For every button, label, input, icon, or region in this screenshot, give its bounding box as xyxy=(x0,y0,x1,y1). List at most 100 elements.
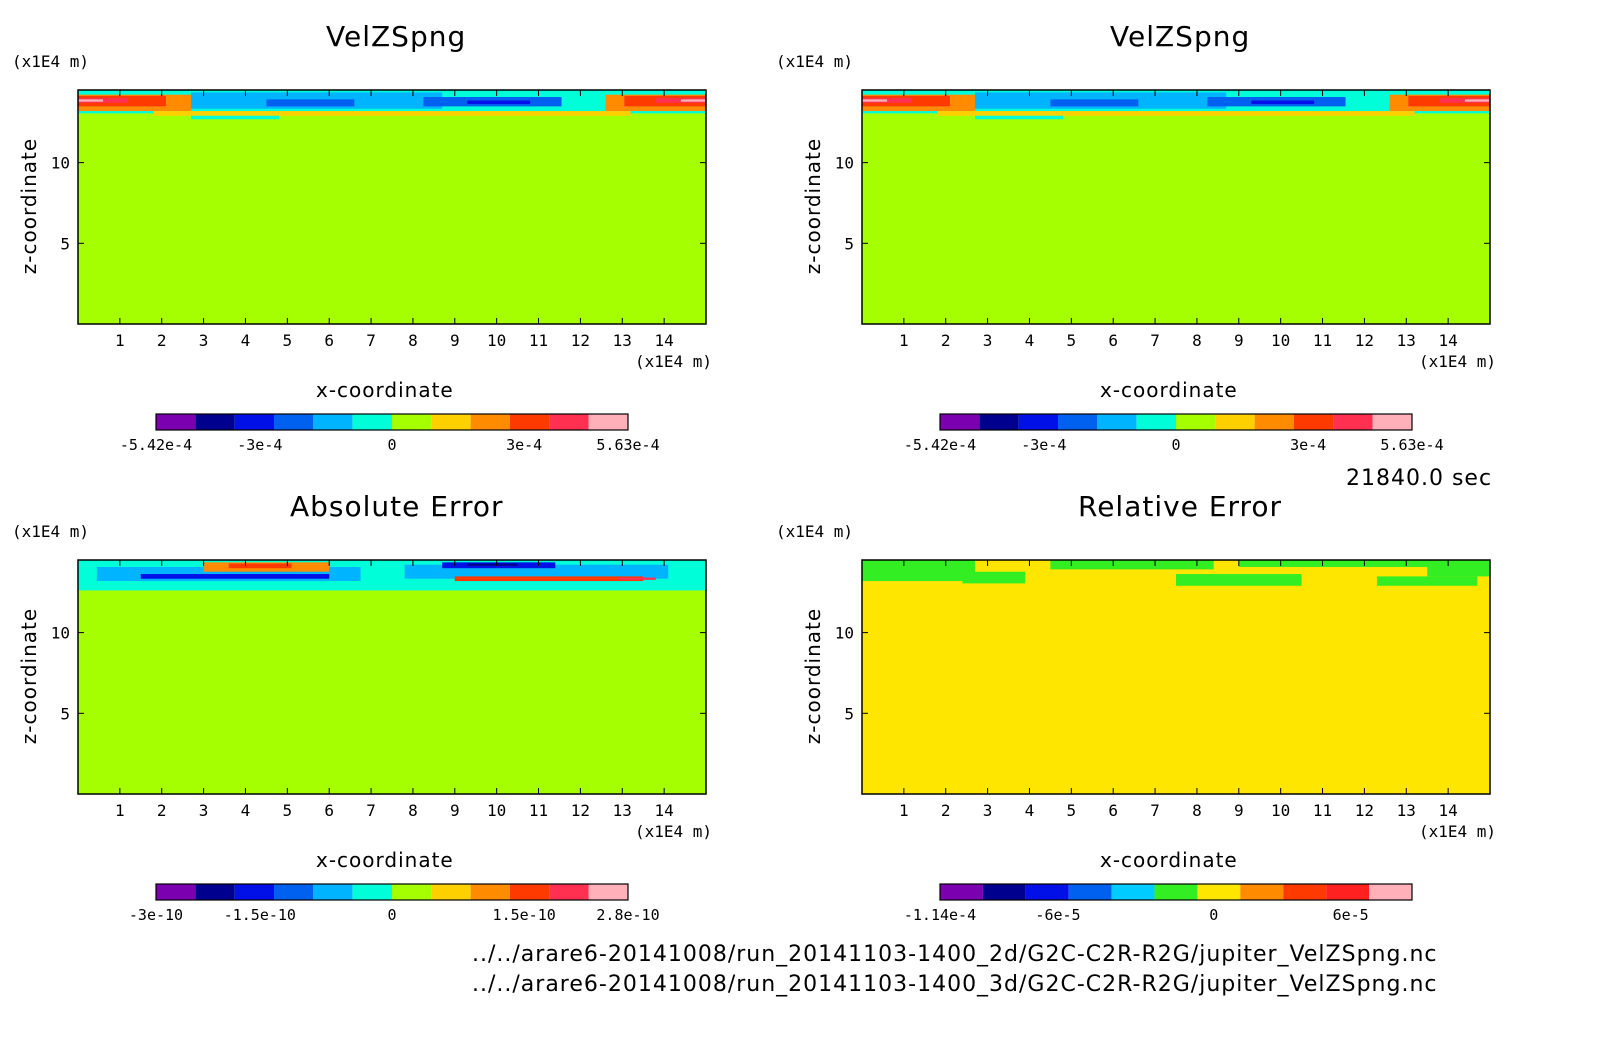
colorbar-swatch xyxy=(940,414,980,430)
x-tick-label: 1 xyxy=(899,801,909,820)
x-tick-label: 4 xyxy=(1025,801,1035,820)
y-tick-label: 10 xyxy=(835,154,854,173)
heatmap-cell xyxy=(78,94,192,112)
x-tick-label: 2 xyxy=(941,801,951,820)
heatmap-cell xyxy=(975,92,1227,109)
colorbar-swatch xyxy=(1154,884,1198,900)
x-tick-label: 2 xyxy=(941,331,951,350)
heatmap-cell xyxy=(140,574,330,579)
x-tick-label: 11 xyxy=(529,801,548,820)
x-tick-label: 5 xyxy=(1067,331,1077,350)
heatmap-cell xyxy=(1464,99,1490,102)
colorbar-swatch xyxy=(549,884,589,900)
colorbar-swatch xyxy=(1254,414,1294,430)
colorbar-swatch xyxy=(1283,884,1327,900)
y-axis-label: z-coordinate xyxy=(17,137,41,275)
colorbar-swatch xyxy=(156,884,196,900)
x-tick-label: 10 xyxy=(487,801,506,820)
x-tick-label: 11 xyxy=(529,331,548,350)
heatmap-cell xyxy=(1439,98,1490,103)
x-tick-label: 12 xyxy=(1355,801,1374,820)
colorbar-swatch xyxy=(352,884,392,900)
x-tick-label: 10 xyxy=(1271,331,1290,350)
colorbar-swatch xyxy=(1369,884,1412,900)
colorbar-swatch xyxy=(510,414,550,430)
colorbar-swatch xyxy=(470,884,510,900)
colorbar-tick-label: -6e-5 xyxy=(1035,906,1080,924)
x-tick-label: 1 xyxy=(115,801,125,820)
x-tick-label: 10 xyxy=(1271,801,1290,820)
y-tick-label: 10 xyxy=(51,624,70,643)
heatmap-cell xyxy=(78,95,166,107)
colorbar-swatch xyxy=(274,884,314,900)
colorbar-tick-label: 0 xyxy=(387,436,396,454)
colorbar-tick-label: 0 xyxy=(387,906,396,924)
heatmap-cell xyxy=(78,90,706,114)
x-tick-label: 12 xyxy=(1355,331,1374,350)
colorbar-tick-label: 3e-4 xyxy=(1290,436,1326,454)
heatmap-cell xyxy=(655,98,706,103)
x-tick-label: 3 xyxy=(199,331,209,350)
colorbar-swatch xyxy=(1111,884,1155,900)
heatmap-cell xyxy=(228,563,292,569)
colorbar-frame xyxy=(939,413,1413,431)
chart-title: VelZSpng xyxy=(326,20,467,53)
x-unit-label: (x1E4 m) xyxy=(635,822,713,841)
y-tick-label: 10 xyxy=(51,154,70,173)
x-tick-label: 6 xyxy=(1108,331,1118,350)
colorbar-frame xyxy=(155,413,629,431)
x-tick-label: 4 xyxy=(241,801,251,820)
colorbar-tick-label: 0 xyxy=(1209,906,1218,924)
heatmap-field xyxy=(78,90,706,324)
heatmap-cell xyxy=(1207,97,1346,107)
plot-frame xyxy=(861,559,1491,795)
x-unit-label: (x1E4 m) xyxy=(1419,352,1497,371)
colorbar-swatch xyxy=(1058,414,1098,430)
colorbar-swatch xyxy=(274,414,314,430)
heatmap-cell xyxy=(467,563,518,566)
x-tick-label: 7 xyxy=(1150,331,1160,350)
x-tick-label: 8 xyxy=(408,331,418,350)
colorbar-swatch xyxy=(1197,884,1241,900)
x-tick-label: 1 xyxy=(899,331,909,350)
colorbar-swatch xyxy=(431,884,471,900)
colorbar-tick-label: -3e-4 xyxy=(1021,436,1066,454)
x-tick-label: 7 xyxy=(366,331,376,350)
x-tick-label: 5 xyxy=(283,331,293,350)
y-unit-label: (x1E4 m) xyxy=(776,522,854,541)
file-path-2d: ../../arare6-20141008/run_20141103-1400_… xyxy=(472,942,1438,967)
x-tick-label: 13 xyxy=(1397,331,1416,350)
x-tick-label: 6 xyxy=(324,801,334,820)
x-tick-label: 9 xyxy=(450,801,460,820)
colorbar-swatch xyxy=(352,414,392,430)
x-tick-label: 13 xyxy=(1397,801,1416,820)
heatmap-cell xyxy=(96,567,361,582)
y-tick-label: 5 xyxy=(60,704,70,723)
colorbar-tick-label: -5.42e-4 xyxy=(120,436,192,454)
colorbar-tick-label: -3e-4 xyxy=(237,436,282,454)
heatmap-cell xyxy=(862,90,1490,114)
x-tick-label: 5 xyxy=(283,801,293,820)
x-tick-label: 5 xyxy=(1067,801,1077,820)
x-tick-label: 3 xyxy=(983,801,993,820)
x-tick-label: 4 xyxy=(241,331,251,350)
colorbar-swatch xyxy=(510,884,550,900)
colorbar-swatch xyxy=(1215,414,1255,430)
heatmap-cell xyxy=(423,97,562,107)
colorbar-swatch xyxy=(392,884,432,900)
y-tick-label: 5 xyxy=(844,704,854,723)
heatmap-cell xyxy=(1050,99,1139,107)
chart-title: Absolute Error xyxy=(290,490,504,523)
heatmap-cell xyxy=(624,95,706,107)
x-tick-label: 12 xyxy=(571,331,590,350)
colorbar-swatch xyxy=(1025,884,1069,900)
heatmap-cell xyxy=(975,115,1063,120)
heatmap-cell xyxy=(78,98,129,103)
heatmap-cell xyxy=(467,100,531,105)
heatmap-field xyxy=(862,90,1490,324)
heatmap-field xyxy=(862,560,1490,794)
x-tick-label: 8 xyxy=(1192,331,1202,350)
file-path-3d: ../../arare6-20141008/run_20141103-1400_… xyxy=(472,972,1438,997)
colorbar-tick-label: 0 xyxy=(1171,436,1180,454)
x-tick-label: 11 xyxy=(1313,801,1332,820)
